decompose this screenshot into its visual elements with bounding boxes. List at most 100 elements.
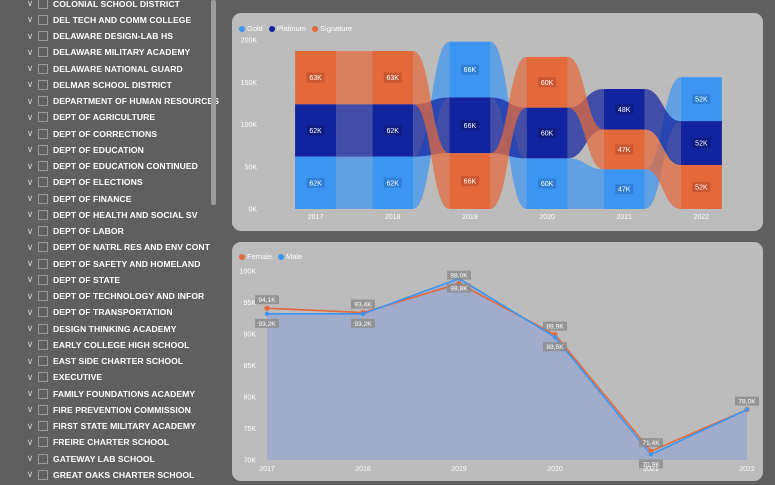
- slicer-item[interactable]: ∨ DEPT OF EDUCATION: [24, 142, 219, 158]
- marker-male[interactable]: [648, 452, 654, 457]
- chevron-down-icon[interactable]: ∨: [26, 63, 34, 73]
- marker-female[interactable]: [648, 448, 654, 454]
- slicer-item[interactable]: ∨ EAST SIDE CHARTER SCHOOL: [24, 353, 219, 369]
- marker-male[interactable]: [264, 311, 270, 317]
- legend-item-female[interactable]: Female: [239, 252, 272, 261]
- marker-female[interactable]: [264, 305, 270, 311]
- chevron-down-icon[interactable]: ∨: [26, 469, 34, 480]
- slicer-item[interactable]: ∨ EARLY COLLEGE HIGH SCHOOL: [24, 337, 219, 353]
- chevron-down-icon[interactable]: ∨: [26, 290, 34, 301]
- chevron-down-icon[interactable]: ∨: [26, 306, 34, 317]
- chevron-down-icon[interactable]: ∨: [26, 144, 34, 155]
- chevron-down-icon[interactable]: ∨: [26, 95, 34, 106]
- ribbon-platinum[interactable]: [336, 104, 373, 157]
- checkbox[interactable]: [38, 242, 48, 253]
- slicer-item[interactable]: ∨ DEPT OF AGRICULTURE: [24, 109, 219, 125]
- slicer-item[interactable]: ∨ DEPT OF CORRECTIONS: [24, 126, 219, 142]
- checkbox[interactable]: [38, 128, 48, 139]
- checkbox[interactable]: [38, 469, 48, 480]
- chevron-down-icon[interactable]: ∨: [26, 128, 34, 138]
- line-male[interactable]: [267, 277, 748, 456]
- chevron-down-icon[interactable]: ∨: [26, 274, 34, 285]
- checkbox[interactable]: [38, 209, 48, 220]
- slicer-item[interactable]: ∨ DESIGN THINKING ACADEMY: [24, 321, 219, 337]
- checkbox[interactable]: [37, 96, 48, 106]
- chevron-down-icon[interactable]: ∨: [26, 371, 34, 382]
- checkbox[interactable]: [38, 14, 48, 25]
- legend-item-gold[interactable]: Gold: [239, 24, 263, 33]
- marker-male[interactable]: [744, 407, 750, 412]
- chevron-down-icon[interactable]: ∨: [26, 176, 34, 187]
- slicer-item[interactable]: ∨ DEPT OF FINANCE: [24, 191, 219, 207]
- checkbox[interactable]: [38, 193, 48, 204]
- checkbox[interactable]: [38, 258, 48, 269]
- checkbox[interactable]: [38, 291, 48, 301]
- checkbox[interactable]: [38, 372, 48, 383]
- checkbox[interactable]: [38, 421, 48, 431]
- slicer-item[interactable]: ∨ DEPT OF STATE: [24, 272, 219, 288]
- checkbox[interactable]: [38, 0, 48, 9]
- chevron-down-icon[interactable]: ∨: [26, 79, 34, 90]
- chevron-down-icon[interactable]: ∨: [26, 323, 34, 333]
- slicer-item[interactable]: ∨ GREAT OAKS CHARTER SCHOOL: [24, 467, 219, 483]
- checkbox[interactable]: [38, 112, 48, 123]
- slicer-item[interactable]: ∨ EXECUTIVE: [24, 369, 219, 385]
- chevron-down-icon[interactable]: ∨: [26, 111, 34, 122]
- checkbox[interactable]: [38, 323, 48, 334]
- slicer-item[interactable]: ∨ DEPT OF ELECTIONS: [24, 174, 219, 190]
- slicer-item[interactable]: ∨ DEPT OF TRANSPORTATION: [24, 304, 219, 320]
- checkbox[interactable]: [38, 161, 48, 171]
- chevron-down-icon[interactable]: ∨: [26, 209, 34, 220]
- slicer-scrollbar[interactable]: [211, 0, 216, 205]
- marker-male[interactable]: [360, 311, 366, 317]
- slicer-item[interactable]: ∨ DELAWARE MILITARY ACADEMY: [24, 44, 219, 60]
- ribbon-signature[interactable]: [567, 56, 604, 170]
- checkbox[interactable]: [38, 47, 48, 58]
- chevron-down-icon[interactable]: ∨: [26, 258, 34, 268]
- checkbox[interactable]: [38, 388, 48, 399]
- checkbox[interactable]: [38, 31, 48, 41]
- slicer-item[interactable]: ∨ DEPT OF HEALTH AND SOCIAL SV: [24, 207, 219, 223]
- legend-item-platinum[interactable]: Platinum: [268, 24, 306, 33]
- chevron-down-icon[interactable]: ∨: [26, 339, 34, 350]
- chevron-down-icon[interactable]: ∨: [26, 436, 34, 447]
- ribbon-gold[interactable]: [567, 158, 604, 209]
- slicer-item[interactable]: ∨ DEPT OF EDUCATION CONTINUED: [24, 158, 219, 174]
- checkbox[interactable]: [38, 274, 48, 285]
- checkbox[interactable]: [38, 453, 48, 464]
- chevron-down-icon[interactable]: ∨: [26, 420, 34, 431]
- ribbon-signature[interactable]: [336, 50, 373, 105]
- slicer-item[interactable]: ∨ DEPT OF SAFETY AND HOMELAND: [24, 256, 219, 272]
- checkbox[interactable]: [38, 356, 48, 366]
- chevron-down-icon[interactable]: ∨: [26, 160, 34, 171]
- checkbox[interactable]: [38, 404, 48, 415]
- chevron-down-icon[interactable]: ∨: [26, 193, 34, 203]
- slicer-item[interactable]: ∨ DELAWARE DESIGN-LAB HS: [24, 28, 219, 44]
- chevron-down-icon[interactable]: ∨: [26, 355, 34, 366]
- slicer-item[interactable]: ∨ DEL TECH AND COMM COLLEGE: [24, 12, 219, 28]
- chevron-down-icon[interactable]: ∨: [26, 453, 34, 463]
- line-female[interactable]: [266, 282, 748, 453]
- slicer-item[interactable]: ∨ FAMILY FOUNDATIONS ACADEMY: [24, 386, 219, 402]
- slicer-item[interactable]: ∨ FREIRE CHARTER SCHOOL: [24, 434, 219, 450]
- checkbox[interactable]: [38, 63, 48, 74]
- checkbox[interactable]: [38, 437, 48, 448]
- chevron-down-icon[interactable]: ∨: [26, 225, 34, 236]
- ribbon-platinum[interactable]: [644, 89, 681, 166]
- ribbon-signature[interactable]: [413, 50, 450, 209]
- checkbox[interactable]: [38, 144, 48, 155]
- chevron-down-icon[interactable]: ∨: [26, 0, 34, 8]
- slicer-item[interactable]: ∨ DELMAR SCHOOL DISTRICT: [24, 77, 219, 93]
- slicer-item[interactable]: ∨ DEPARTMENT OF HUMAN RESOURCES: [24, 93, 219, 109]
- slicer-item[interactable]: ∨ DEPT OF LABOR: [24, 223, 219, 239]
- chevron-down-icon[interactable]: ∨: [26, 46, 34, 57]
- checkbox[interactable]: [38, 339, 48, 350]
- checkbox[interactable]: [38, 79, 48, 90]
- slicer-item[interactable]: ∨ GATEWAY LAB SCHOOL: [24, 451, 219, 467]
- chevron-down-icon[interactable]: ∨: [26, 388, 34, 398]
- legend-item-male[interactable]: Male: [278, 252, 302, 261]
- chevron-down-icon[interactable]: ∨: [26, 14, 34, 25]
- checkbox[interactable]: [38, 226, 48, 236]
- chevron-down-icon[interactable]: ∨: [26, 241, 34, 252]
- chevron-down-icon[interactable]: ∨: [26, 404, 34, 415]
